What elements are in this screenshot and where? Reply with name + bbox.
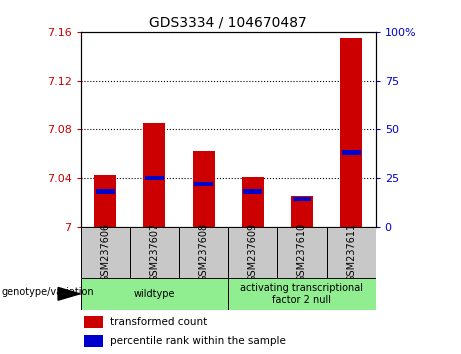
Text: genotype/variation: genotype/variation bbox=[1, 287, 94, 297]
Text: GSM237610: GSM237610 bbox=[297, 223, 307, 282]
Bar bbox=[326, 227, 376, 278]
Bar bbox=[242, 177, 264, 227]
Bar bbox=[84, 335, 103, 347]
Bar bbox=[130, 227, 179, 278]
Bar bbox=[194, 182, 213, 186]
Bar bbox=[293, 197, 311, 201]
Bar bbox=[228, 278, 376, 310]
Bar bbox=[84, 316, 103, 328]
Bar bbox=[340, 38, 362, 227]
Polygon shape bbox=[58, 287, 80, 300]
Bar bbox=[278, 227, 326, 278]
Text: GSM237611: GSM237611 bbox=[346, 223, 356, 282]
Title: GDS3334 / 104670487: GDS3334 / 104670487 bbox=[149, 15, 307, 29]
Bar bbox=[94, 176, 116, 227]
Bar bbox=[243, 189, 262, 194]
Text: GSM237607: GSM237607 bbox=[149, 223, 160, 282]
Text: wildtype: wildtype bbox=[134, 289, 175, 299]
Bar bbox=[291, 196, 313, 227]
Text: transformed count: transformed count bbox=[110, 317, 207, 327]
Bar bbox=[96, 189, 115, 194]
Bar bbox=[143, 123, 165, 227]
Text: activating transcriptional
factor 2 null: activating transcriptional factor 2 null bbox=[241, 283, 363, 305]
Text: GSM237608: GSM237608 bbox=[199, 223, 209, 282]
Bar bbox=[179, 227, 228, 278]
Bar bbox=[193, 151, 215, 227]
Text: GSM237606: GSM237606 bbox=[100, 223, 110, 282]
Bar bbox=[81, 278, 228, 310]
Bar bbox=[145, 176, 164, 180]
Bar bbox=[228, 227, 278, 278]
Text: GSM237609: GSM237609 bbox=[248, 223, 258, 282]
Bar bbox=[81, 227, 130, 278]
Text: percentile rank within the sample: percentile rank within the sample bbox=[110, 336, 286, 346]
Bar bbox=[342, 150, 361, 155]
